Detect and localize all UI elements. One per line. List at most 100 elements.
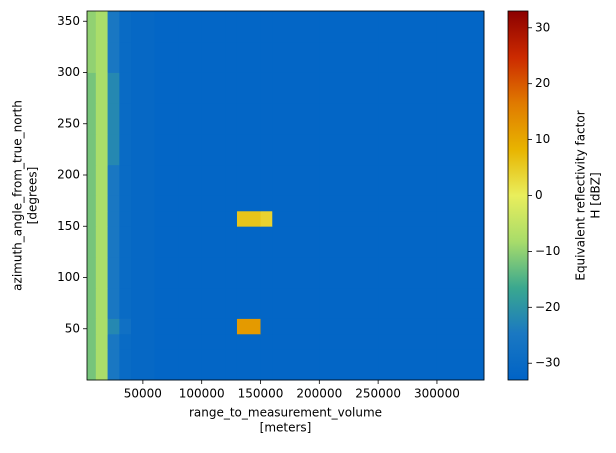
cell: [95, 103, 108, 135]
cell: [225, 226, 238, 258]
colorbar-tick-label: 20: [535, 76, 550, 90]
cell: [95, 287, 108, 319]
cell: [87, 333, 97, 350]
cell: [95, 195, 108, 212]
cell: [107, 333, 120, 350]
cell: [236, 349, 261, 381]
cell: [178, 226, 203, 258]
cell: [236, 103, 261, 135]
cell: [319, 72, 379, 104]
x-tick-label: 100000: [179, 387, 225, 401]
cell: [378, 134, 438, 166]
cell: [260, 103, 273, 135]
cell: [236, 226, 261, 258]
cell: [260, 287, 273, 319]
cell: [225, 41, 238, 73]
cell: [131, 333, 156, 350]
cell: [378, 103, 438, 135]
cell: [319, 195, 379, 212]
cell: [87, 318, 97, 335]
cell: [131, 72, 156, 104]
cell: [378, 11, 438, 43]
cell: [319, 134, 379, 166]
cell: [378, 41, 438, 73]
cell: [87, 257, 97, 289]
cell: [436, 287, 485, 319]
cell: [319, 349, 379, 381]
x-tick-label: 50000: [124, 387, 162, 401]
cell: [95, 333, 108, 350]
y-tick-label: 200: [57, 168, 80, 182]
cell: [436, 318, 485, 335]
cell: [154, 164, 179, 196]
cell: [131, 195, 156, 212]
cell: [272, 318, 320, 335]
cell: [260, 210, 273, 227]
cell: [178, 134, 203, 166]
cell: [178, 41, 203, 73]
cell: [131, 318, 156, 335]
cell: [131, 11, 156, 43]
cell: [319, 287, 379, 319]
cell: [119, 11, 132, 43]
cell: [87, 210, 97, 227]
cell: [87, 195, 97, 212]
cell: [378, 164, 438, 196]
colorbar-tick-label: 30: [535, 20, 550, 34]
cell: [201, 318, 226, 335]
cell: [378, 72, 438, 104]
cell: [436, 210, 485, 227]
cell: [319, 210, 379, 227]
cell: [201, 333, 226, 350]
cell: [260, 318, 273, 335]
cell: [319, 41, 379, 73]
cell: [131, 257, 156, 289]
cell: [131, 164, 156, 196]
cell: [107, 195, 120, 212]
y-axis-label: [degrees]: [26, 167, 40, 225]
cell: [107, 11, 120, 43]
cell: [225, 257, 238, 289]
cell: [119, 134, 132, 166]
cell: [260, 257, 273, 289]
cell: [119, 349, 132, 381]
cell: [119, 72, 132, 104]
cell: [272, 333, 320, 350]
cell: [95, 226, 108, 258]
cell: [236, 318, 261, 335]
cell: [154, 349, 179, 381]
cell: [131, 349, 156, 381]
cell: [378, 318, 438, 335]
y-axis-label: azimuth_angle_from_true_north: [11, 100, 25, 291]
cell: [436, 164, 485, 196]
cell: [154, 287, 179, 319]
x-axis-label: range_to_measurement_volume: [189, 406, 382, 420]
cell: [178, 318, 203, 335]
cell: [378, 210, 438, 227]
cell: [260, 333, 273, 350]
cell: [260, 72, 273, 104]
cell: [236, 333, 261, 350]
cell: [201, 11, 226, 43]
cell: [225, 72, 238, 104]
cell: [260, 226, 273, 258]
cell: [154, 257, 179, 289]
cell: [87, 349, 97, 381]
cell: [436, 134, 485, 166]
cell: [131, 287, 156, 319]
cell: [378, 349, 438, 381]
cell: [225, 287, 238, 319]
cell: [119, 103, 132, 135]
cell: [319, 257, 379, 289]
cell: [236, 257, 261, 289]
cell: [154, 103, 179, 135]
cell: [119, 333, 132, 350]
cell: [201, 195, 226, 212]
cell: [87, 287, 97, 319]
cell: [201, 226, 226, 258]
y-tick-label: 350: [57, 14, 80, 28]
cell: [178, 11, 203, 43]
cell: [260, 11, 273, 43]
cell: [131, 103, 156, 135]
